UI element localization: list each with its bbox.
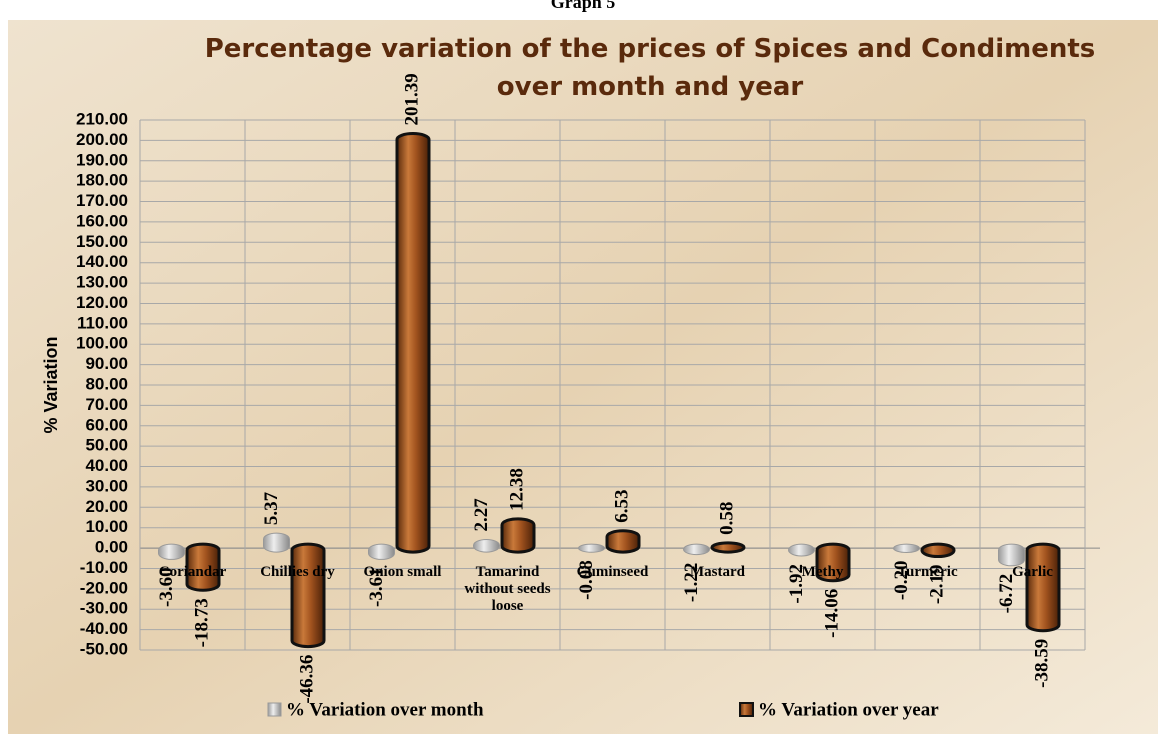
bar: [998, 543, 1025, 567]
bar: [710, 541, 746, 554]
y-tick-label: 0.00: [95, 538, 128, 557]
y-tick-label: 40.00: [85, 456, 128, 475]
y-tick-label: 180.00: [76, 171, 128, 190]
value-label: 2.27: [471, 498, 492, 532]
bar: [683, 543, 710, 556]
bar: [368, 543, 395, 560]
value-label: -2.19: [926, 565, 947, 605]
legend-label: % Variation over year: [758, 699, 939, 720]
y-tick-label: 70.00: [85, 395, 128, 414]
value-label: -14.06: [821, 589, 842, 638]
y-axis-label: % Variation: [41, 336, 61, 433]
y-tick-label: -50.00: [80, 639, 128, 658]
y-tick-label: 210.00: [76, 109, 128, 128]
value-label: 12.38: [506, 468, 527, 511]
x-tick-label: Turmeric: [897, 564, 958, 581]
value-label: -0.08: [576, 560, 597, 600]
y-tick-label: 100.00: [76, 334, 128, 353]
bar: [788, 543, 815, 557]
value-label: -1.22: [681, 563, 702, 603]
bar: [815, 542, 851, 583]
x-tick-label: Garlic: [1012, 564, 1053, 581]
x-tick-label: Coriandar: [158, 564, 227, 581]
y-tick-label: -10.00: [80, 558, 128, 577]
y-tick-label: 160.00: [76, 211, 128, 230]
bar: [578, 543, 605, 553]
x-tick-label: Onion small: [363, 564, 442, 581]
y-tick-label: -20.00: [80, 578, 128, 597]
bar: [263, 532, 290, 553]
bar: [605, 529, 641, 554]
y-tick-label: 10.00: [85, 517, 128, 536]
value-label: 5.37: [261, 491, 282, 525]
bar: [500, 517, 536, 554]
x-tick-label: Tamarind without seeds loose: [464, 564, 551, 615]
y-tick-label: 150.00: [76, 232, 128, 251]
x-tick-label: Mastard: [690, 564, 745, 581]
bar: [395, 132, 431, 554]
legend-swatch: [267, 702, 282, 717]
value-label: 6.53: [611, 490, 632, 523]
y-tick-label: 60.00: [85, 415, 128, 434]
value-label: -18.73: [191, 598, 212, 647]
value-label: -1.92: [786, 564, 807, 604]
bar: [185, 542, 221, 592]
value-label: -0.20: [891, 560, 912, 600]
bar: [473, 538, 500, 553]
y-tick-label: 90.00: [85, 354, 128, 373]
bar: [158, 543, 185, 560]
bar: [1025, 542, 1061, 633]
background: [8, 20, 1158, 734]
value-label: 201.39: [401, 73, 422, 125]
y-tick-label: 80.00: [85, 374, 128, 393]
value-label: 0.58: [716, 502, 737, 535]
y-tick-label: 120.00: [76, 293, 128, 312]
y-tick-label: 140.00: [76, 252, 128, 271]
y-tick-label: 190.00: [76, 150, 128, 169]
value-label: -6.72: [996, 574, 1017, 614]
y-tick-label: -40.00: [80, 619, 128, 638]
value-label: -38.59: [1031, 639, 1052, 688]
y-tick-label: 110.00: [77, 313, 128, 332]
bar: [920, 542, 956, 559]
x-tick-label: Chillies dry: [260, 564, 335, 581]
value-label: -46.36: [296, 655, 317, 704]
chart-title: Percentage variation of the prices of Sp…: [204, 34, 1096, 102]
x-tick-label: Cuminseed: [576, 564, 649, 581]
legend-label: % Variation over month: [286, 699, 484, 720]
y-tick-label: 50.00: [85, 436, 128, 455]
x-tick-label: Methy: [801, 564, 844, 581]
legend-swatch: [739, 702, 754, 717]
value-label: -3.61: [366, 567, 387, 607]
y-tick-label: 20.00: [85, 497, 128, 516]
y-tick-label: -30.00: [80, 599, 128, 618]
bar: [893, 543, 920, 553]
legend: % Variation over month % Variation over y…: [267, 699, 939, 720]
y-tick-label: 200.00: [76, 130, 128, 149]
y-tick-label: 30.00: [85, 476, 128, 495]
bar: [290, 542, 326, 649]
header: Graph 5: [551, 0, 616, 12]
value-label: -3.60: [156, 567, 177, 607]
y-tick-label: 130.00: [76, 273, 128, 292]
y-tick-label: 170.00: [76, 191, 128, 210]
